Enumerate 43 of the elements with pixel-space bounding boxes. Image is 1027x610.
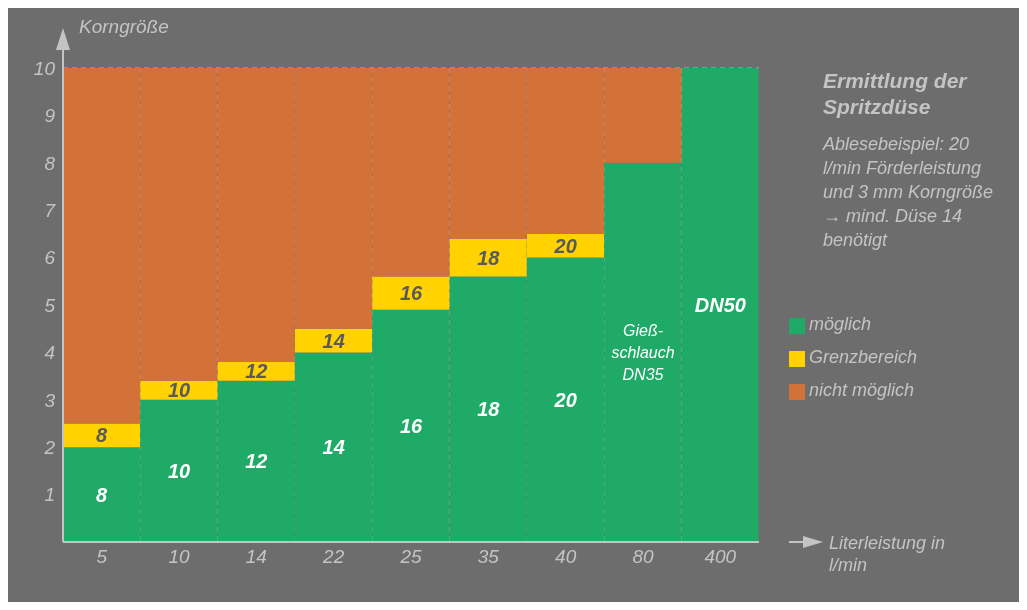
bar	[372, 276, 450, 310]
annotation: 14	[322, 436, 345, 459]
y-tick-label: 8	[44, 152, 56, 174]
x-tick-label: 10	[168, 546, 190, 568]
x-tick-label: 14	[245, 546, 267, 568]
y-tick-label: 3	[44, 389, 56, 411]
annotation: 16	[399, 282, 423, 305]
x-tick-label: 400	[704, 546, 737, 568]
annotation: Gieß-schlauch DN35	[611, 321, 675, 383]
x-tick-label: 35	[477, 546, 500, 568]
y-tick-label: 6	[44, 247, 56, 269]
x-tick-label: 5	[96, 546, 108, 568]
annotation: 20	[553, 388, 577, 411]
y-axis-title: Korngröße	[79, 16, 169, 38]
x-tick-label: 22	[322, 546, 345, 568]
y-tick-label: 10	[33, 57, 56, 79]
legend-label: möglich	[809, 314, 872, 334]
legend-label: nicht möglich	[809, 380, 915, 400]
y-tick-label: 2	[43, 436, 56, 458]
y-tick-label: 5	[44, 294, 56, 316]
y-tick-label: 4	[44, 342, 55, 364]
annotation: 18	[477, 398, 501, 421]
text: Ermittlung der Spritzdüse	[823, 68, 969, 120]
annotation: 10	[167, 459, 191, 482]
y-tick-label: 9	[44, 105, 56, 127]
annotation: 12	[245, 450, 268, 473]
annotation: 8	[96, 483, 109, 506]
annotation: 12	[245, 360, 268, 383]
y-tick-label: 1	[44, 484, 55, 506]
x-axis-title: Literleistung in l/min	[829, 532, 947, 576]
x-tick-label: 40	[555, 546, 577, 568]
y-tick-label: 7	[44, 199, 57, 221]
x-tick-label: 80	[632, 546, 654, 568]
annotation: 8	[96, 424, 109, 447]
x-tick-label: 25	[399, 546, 422, 568]
annotation: 14	[322, 329, 345, 352]
legend-label: Grenzbereich	[809, 347, 918, 367]
annotation: 16	[399, 414, 423, 437]
annotation: 10	[167, 379, 191, 402]
annotation: 18	[477, 246, 501, 269]
text: Ablesebeispiel: 20 l/min Förderleistung und 3 mm Korngröße → mind. Düse 14 benötigt	[823, 133, 995, 252]
annotation: DN50	[694, 294, 746, 316]
annotation: 20	[553, 234, 577, 257]
